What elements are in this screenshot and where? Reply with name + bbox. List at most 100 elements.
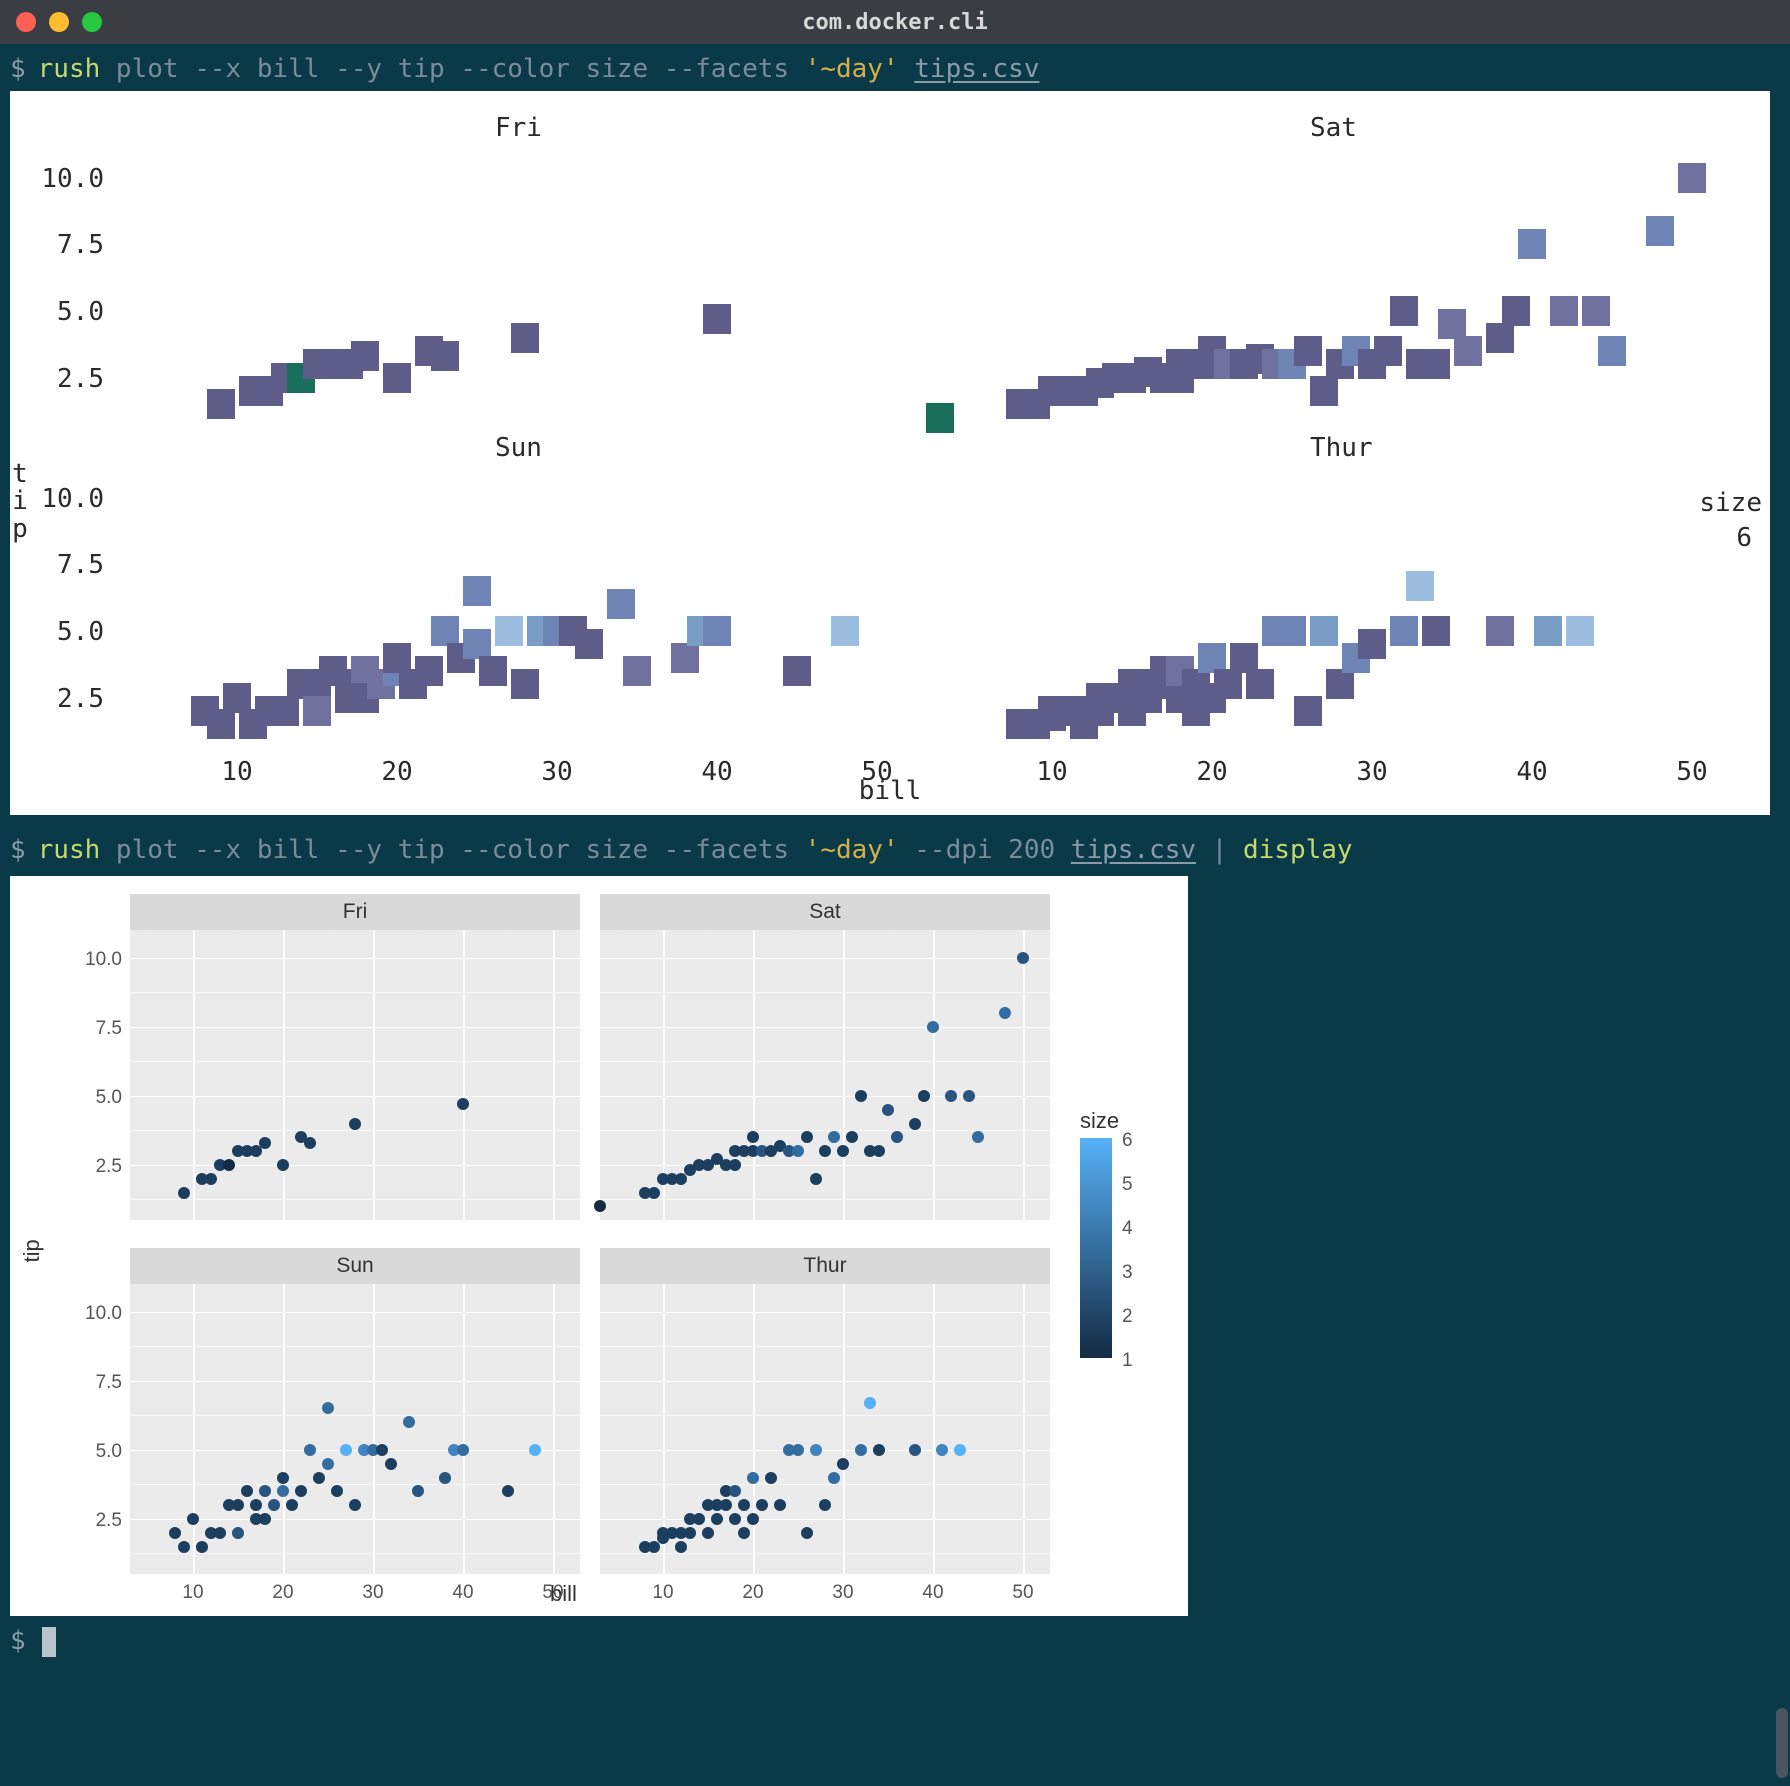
gg-xtick: 40: [445, 1580, 481, 1606]
maximize-icon[interactable]: [82, 12, 102, 32]
ascii-cell: [1534, 616, 1562, 646]
ascii-cell: [926, 403, 954, 433]
gg-point: [819, 1145, 831, 1157]
gg-point: [304, 1137, 316, 1149]
gg-ylabel: tip: [17, 1239, 47, 1262]
gg-point: [945, 1090, 957, 1102]
ascii-ytick: 5.0: [28, 615, 104, 650]
command-text: rush plot --x bill --y tip --color size …: [38, 52, 1040, 87]
ascii-cell: [1422, 349, 1450, 379]
gg-point: [792, 1145, 804, 1157]
gg-point: [684, 1527, 696, 1539]
prompt-line-1: $ rush plot --x bill --y tip --color siz…: [10, 52, 1780, 87]
ascii-cell: [1582, 296, 1610, 326]
ascii-cell: [463, 576, 491, 606]
gg-xtick: 10: [175, 1580, 211, 1606]
minimize-icon[interactable]: [49, 12, 69, 32]
ascii-cell: [703, 304, 731, 334]
gg-point: [810, 1444, 822, 1456]
gg-point: [205, 1173, 217, 1185]
gg-point: [810, 1173, 822, 1185]
ascii-facet-title: Fri: [495, 111, 542, 146]
gg-point: [268, 1499, 280, 1511]
ascii-cell: [431, 341, 459, 371]
cmd-token: display: [1243, 835, 1353, 865]
ascii-cell: [783, 656, 811, 686]
ascii-cell: [607, 589, 635, 619]
ascii-legend-title: size: [1699, 486, 1762, 521]
ascii-cell: [831, 616, 859, 646]
terminal-body[interactable]: $ rush plot --x bill --y tip --color siz…: [0, 44, 1790, 1786]
gg-point: [702, 1527, 714, 1539]
close-icon[interactable]: [16, 12, 36, 32]
prompt-symbol: $: [10, 1624, 26, 1659]
scrollbar[interactable]: [1776, 1708, 1788, 1778]
gg-point: [954, 1444, 966, 1456]
gg-point: [187, 1513, 199, 1525]
ascii-legend-val: 6: [1736, 521, 1752, 556]
gg-xtick: 20: [265, 1580, 301, 1606]
gg-point: [340, 1444, 352, 1456]
gg-point: [873, 1444, 885, 1456]
ascii-chart: tip bill size 6 FriSatSunThur10.07.55.02…: [10, 91, 1770, 815]
ascii-cell: [575, 629, 603, 659]
gg-xtick: 10: [645, 1580, 681, 1606]
gg-point: [457, 1098, 469, 1110]
gg-strip: Thur: [600, 1248, 1050, 1284]
cmd-token: rush: [38, 835, 101, 865]
ascii-cell: [479, 656, 507, 686]
gg-point: [502, 1485, 514, 1497]
gg-point: [277, 1485, 289, 1497]
gg-point: [178, 1187, 190, 1199]
gg-point: [1017, 952, 1029, 964]
gg-legend-tick: 2: [1122, 1304, 1133, 1330]
ascii-xtick: 50: [857, 755, 897, 790]
gg-point: [846, 1131, 858, 1143]
ggplot-chart: tip bill size Fri10.07.55.02.5SatSun10.0…: [10, 876, 1188, 1616]
ascii-cell: [1390, 616, 1418, 646]
gg-point: [277, 1472, 289, 1484]
traffic-lights: [16, 12, 102, 32]
gg-point: [331, 1485, 343, 1497]
ascii-cell: [1422, 616, 1450, 646]
ascii-xtick: 10: [217, 755, 257, 790]
ascii-cell: [703, 616, 731, 646]
gg-point: [909, 1444, 921, 1456]
prompt-line-3[interactable]: $: [10, 1624, 1780, 1659]
gg-legend-tick: 3: [1122, 1260, 1133, 1286]
gg-point: [214, 1527, 226, 1539]
gg-point: [169, 1527, 181, 1539]
gg-colorbar: [1080, 1138, 1112, 1358]
ascii-xtick: 50: [1672, 755, 1712, 790]
gg-legend-title: size: [1080, 1106, 1119, 1136]
gg-point: [322, 1458, 334, 1470]
gg-ytick: 5.0: [72, 1439, 122, 1465]
gg-strip: Fri: [130, 894, 580, 930]
gg-point: [675, 1541, 687, 1553]
gg-point: [729, 1513, 741, 1525]
ascii-xtick: 20: [1192, 755, 1232, 790]
ascii-cell: [1278, 616, 1306, 646]
gg-point: [999, 1007, 1011, 1019]
ascii-cell: [463, 629, 491, 659]
gg-point: [855, 1444, 867, 1456]
gg-point: [801, 1527, 813, 1539]
gg-panel: [600, 1284, 1050, 1574]
ascii-cell: [1374, 336, 1402, 366]
gg-point: [259, 1137, 271, 1149]
gg-point: [178, 1541, 190, 1553]
gg-point: [529, 1444, 541, 1456]
ascii-cell: [671, 643, 699, 673]
gg-strip: Sun: [130, 1248, 580, 1284]
ascii-cell: [207, 709, 235, 739]
ascii-xtick: 40: [1512, 755, 1552, 790]
ascii-cell: [383, 643, 411, 673]
gg-point: [385, 1458, 397, 1470]
ascii-cell: [1214, 669, 1242, 699]
ascii-cell: [1454, 336, 1482, 366]
gg-point: [972, 1131, 984, 1143]
gg-point: [223, 1159, 235, 1171]
ascii-ytick: 7.5: [28, 228, 104, 263]
ascii-cell: [1406, 571, 1434, 601]
ascii-cell: [431, 616, 459, 646]
